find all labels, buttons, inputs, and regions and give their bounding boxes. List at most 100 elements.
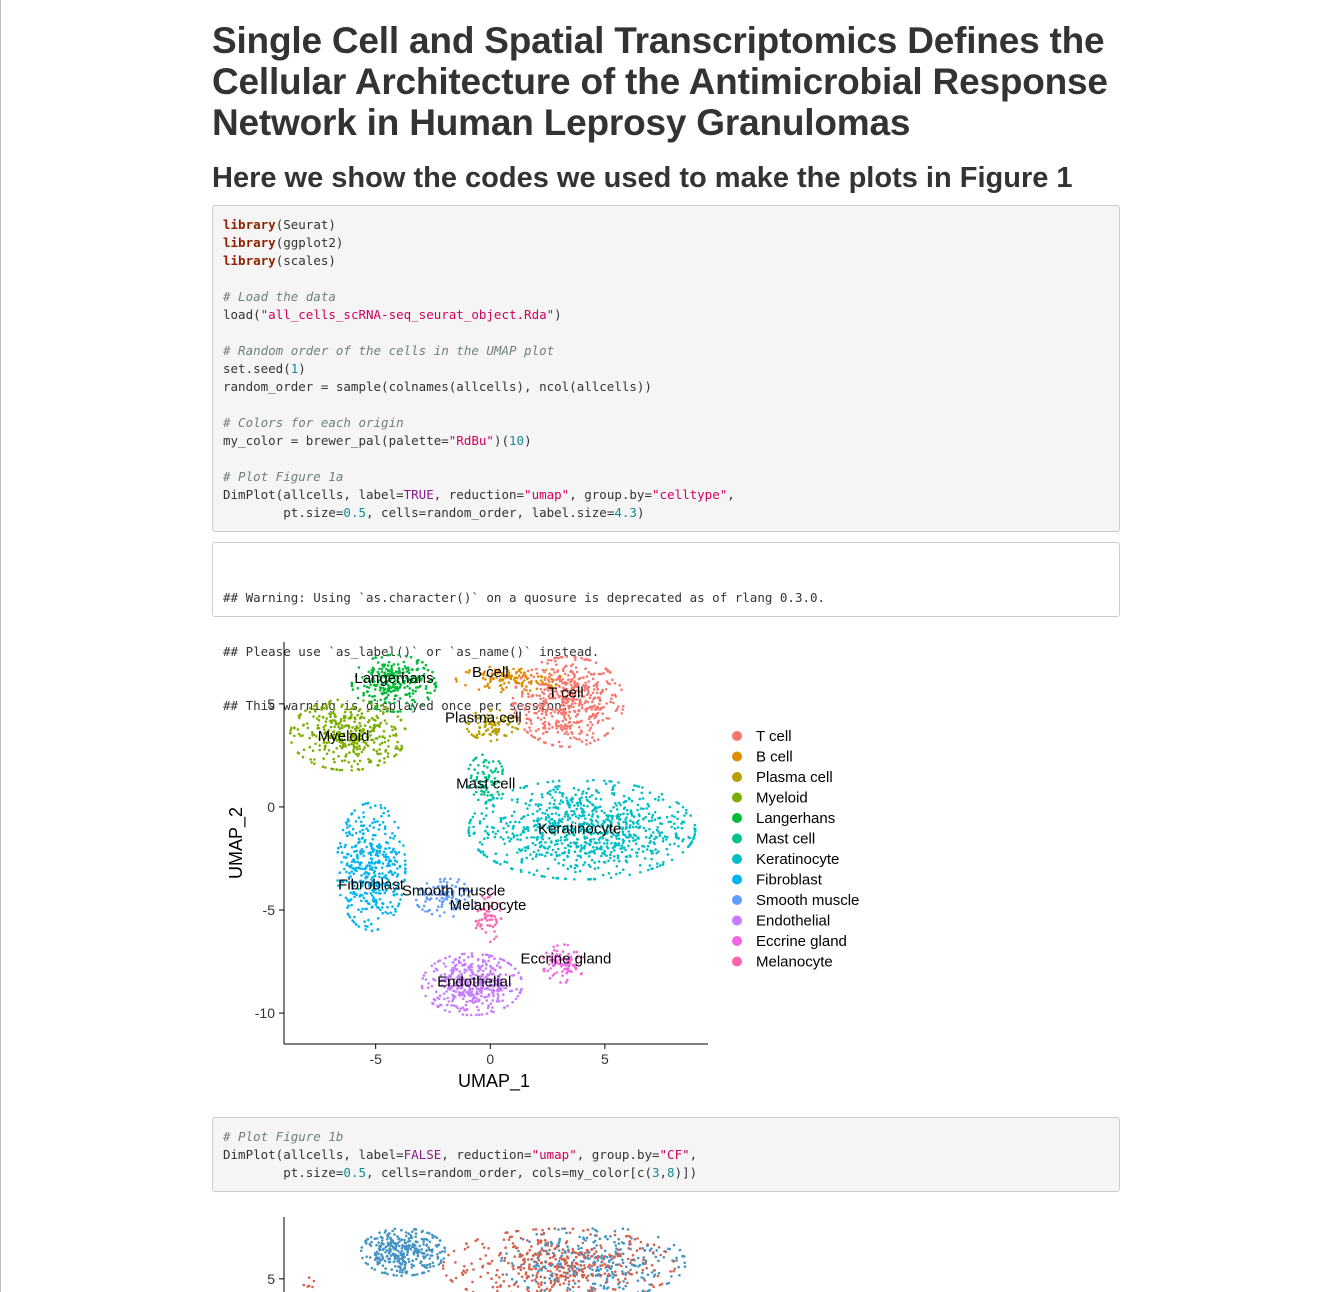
- data-point: [499, 1285, 502, 1288]
- data-point: [592, 673, 595, 676]
- data-point: [385, 691, 388, 694]
- data-point: [450, 884, 454, 887]
- data-point: [313, 762, 316, 765]
- data-point: [636, 808, 639, 812]
- code-token: "celltype": [652, 487, 728, 502]
- data-point: [352, 734, 356, 738]
- data-point: [516, 851, 519, 854]
- data-point: [526, 1286, 529, 1289]
- cluster-label: Fibroblast: [338, 876, 405, 893]
- data-point: [625, 816, 628, 819]
- data-point: [397, 902, 401, 905]
- data-point: [359, 861, 363, 864]
- data-point: [400, 1249, 403, 1253]
- warning-output-block[interactable]: ## Warning: Using `as.character()` on a …: [212, 542, 1120, 713]
- data-point: [627, 796, 631, 800]
- data-point: [575, 737, 578, 741]
- data-point: [351, 919, 354, 922]
- data-point: [583, 688, 586, 692]
- data-point: [544, 1249, 548, 1253]
- data-point: [559, 1262, 563, 1266]
- data-point: [359, 852, 363, 855]
- data-point: [345, 831, 348, 835]
- data-point: [378, 1261, 381, 1265]
- data-point: [482, 1246, 486, 1249]
- data-point: [428, 898, 431, 901]
- data-point: [393, 689, 397, 692]
- data-point: [438, 1251, 442, 1254]
- data-point: [457, 959, 461, 963]
- data-point: [611, 1261, 615, 1265]
- data-point: [333, 725, 336, 729]
- data-point: [360, 824, 363, 827]
- data-point: [549, 818, 553, 821]
- data-point: [364, 731, 367, 735]
- data-point: [361, 851, 365, 854]
- data-point: [664, 1250, 668, 1253]
- data-point: [393, 754, 396, 758]
- data-point: [630, 848, 634, 851]
- data-point: [574, 702, 577, 705]
- data-point: [369, 683, 372, 686]
- data-point: [567, 1248, 570, 1251]
- data-point: [356, 686, 360, 690]
- data-point: [383, 875, 386, 879]
- data-point: [566, 733, 570, 736]
- data-point: [398, 1244, 401, 1248]
- data-point: [351, 741, 355, 744]
- data-point: [485, 825, 489, 828]
- data-point: [356, 762, 360, 766]
- data-point: [677, 802, 680, 805]
- data-point: [373, 683, 377, 687]
- data-point: [605, 1280, 609, 1284]
- code-block-figure-1a[interactable]: library(Seurat) library(ggplot2) library(s…: [212, 205, 1120, 532]
- data-point: [556, 944, 559, 947]
- data-point: [650, 816, 654, 819]
- data-point: [333, 714, 337, 718]
- data-point: [364, 1261, 368, 1265]
- data-point: [385, 722, 388, 725]
- data-point: [596, 711, 600, 715]
- data-point: [310, 761, 313, 764]
- code-token: library: [223, 217, 276, 232]
- data-point: [347, 726, 351, 729]
- data-point: [375, 1237, 379, 1240]
- data-point: [457, 878, 461, 881]
- data-point: [355, 745, 358, 749]
- data-point: [505, 861, 509, 864]
- data-point: [491, 771, 494, 774]
- data-point: [537, 822, 540, 826]
- data-point: [424, 971, 427, 974]
- data-point: [481, 785, 484, 788]
- data-point: [575, 858, 578, 862]
- data-point: [588, 843, 592, 846]
- data-point: [557, 724, 561, 728]
- data-point: [617, 833, 620, 837]
- data-point: [553, 955, 557, 959]
- data-point: [657, 1259, 660, 1263]
- data-point: [541, 709, 544, 713]
- data-point: [390, 670, 393, 673]
- data-point: [479, 980, 483, 984]
- data-point: [550, 1285, 554, 1288]
- data-point: [562, 957, 565, 960]
- data-point: [504, 1246, 507, 1249]
- data-point: [509, 963, 513, 967]
- data-point: [479, 988, 482, 991]
- code-block-figure-1b[interactable]: # Plot Figure 1b DimPlot(allcells, label=…: [212, 1117, 1120, 1192]
- data-point: [593, 841, 597, 844]
- data-point: [467, 722, 471, 725]
- data-point: [637, 847, 640, 851]
- data-point: [350, 769, 353, 772]
- data-point: [527, 695, 530, 698]
- data-point: [448, 901, 452, 905]
- data-point: [580, 719, 583, 723]
- data-point: [423, 893, 426, 896]
- data-point: [585, 739, 588, 742]
- legend-label: Smooth muscle: [756, 892, 859, 909]
- data-point: [389, 911, 392, 915]
- data-point: [598, 1237, 602, 1240]
- x-tick-label: -5: [369, 1051, 382, 1067]
- legend-label: Keratinocyte: [756, 851, 839, 868]
- data-point: [555, 971, 558, 974]
